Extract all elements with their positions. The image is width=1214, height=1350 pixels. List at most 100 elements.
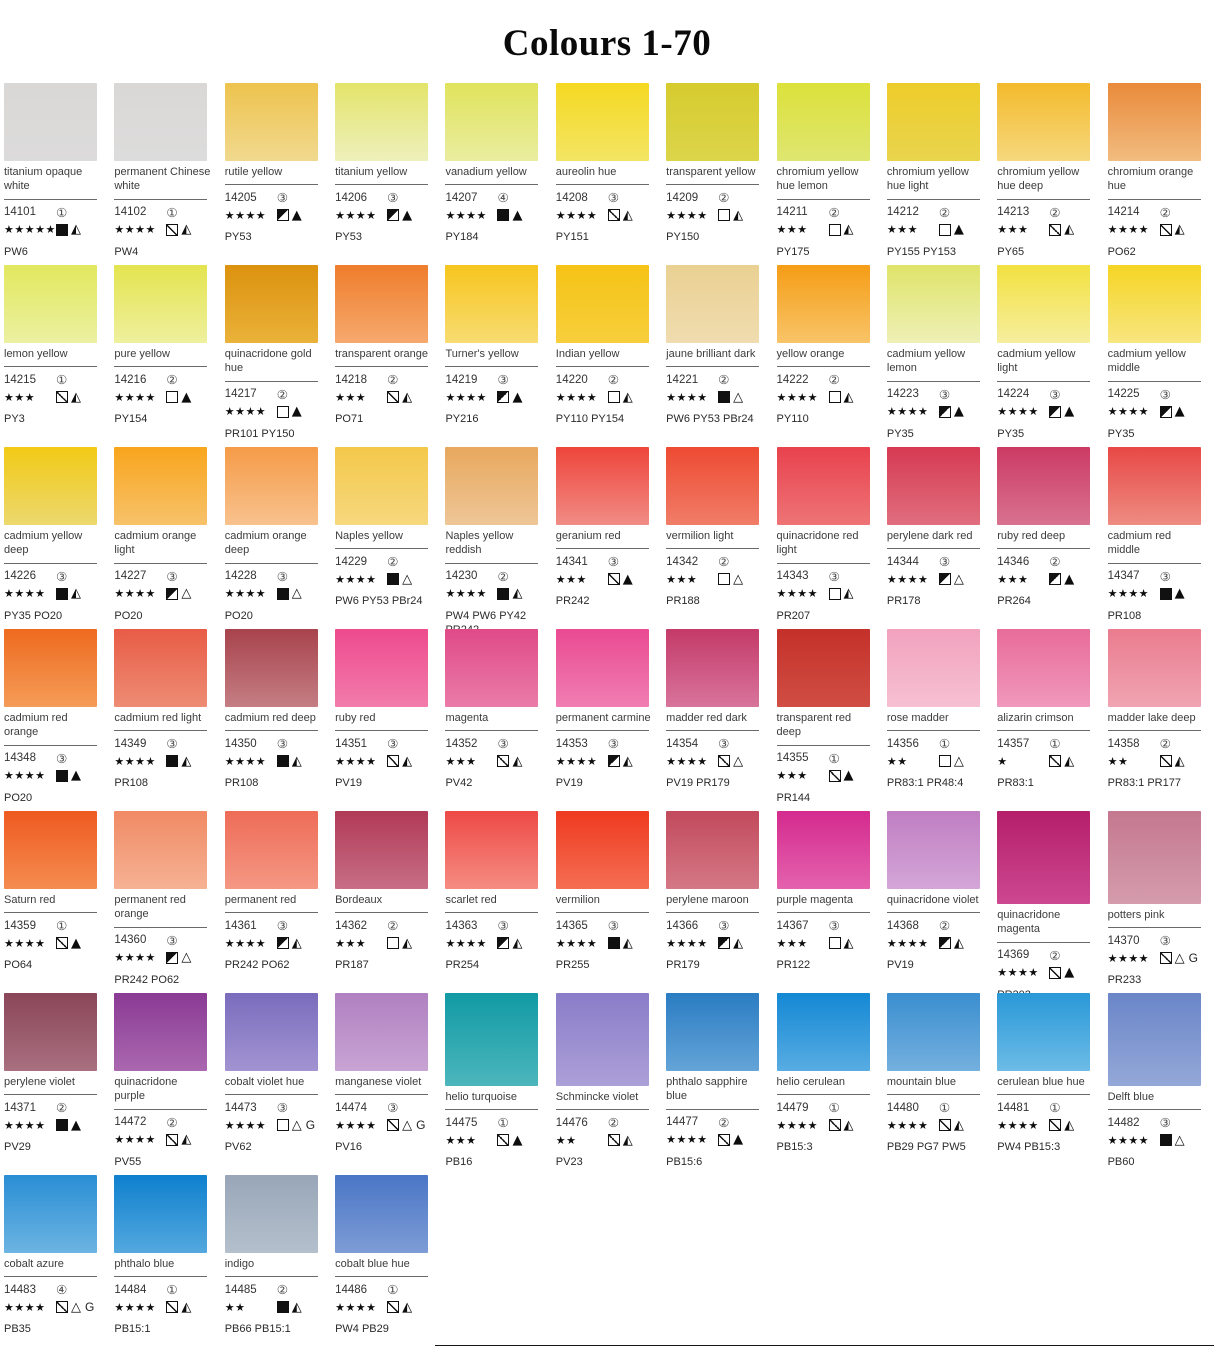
colour-cell[interactable]: cadmium yellow lemon 14223 ③ ★★★★ ▲ PY35 bbox=[883, 265, 993, 447]
colour-cell[interactable]: chromium yellow hue light 14212 ② ★★★ ▲ PY155… bbox=[883, 83, 993, 265]
price-group-badge: ② bbox=[718, 190, 730, 206]
opacity-square-icon bbox=[387, 391, 400, 404]
colour-cell[interactable]: cadmium orange light 14227 ③ ★★★★ △ PO20 bbox=[110, 447, 220, 629]
staining-triangle-icon: ▲ bbox=[512, 207, 523, 223]
colour-cell[interactable]: phthalo sapphire blue 14477 ② ★★★★ ▲ PB15:6 bbox=[662, 993, 772, 1175]
colour-cell[interactable]: chromium orange hue 14214 ② ★★★★ ◭ PO62 bbox=[1104, 83, 1214, 265]
colour-cell[interactable]: vermilion light 14342 ② ★★★ △ PR188 bbox=[662, 447, 772, 629]
colour-cell[interactable]: vermilion 14365 ③ ★★★★ ◭ PR255 bbox=[552, 811, 662, 993]
colour-cell[interactable]: pure yellow 14216 ② ★★★★ ▲ PY154 bbox=[110, 265, 220, 447]
colour-cell[interactable]: transparent yellow 14209 ② ★★★★ ◭ PY150 bbox=[662, 83, 772, 265]
colour-name: cobalt violet hue bbox=[224, 1076, 305, 1088]
colour-cell[interactable]: permanent carmine 14353 ③ ★★★★ ◭ PV19 bbox=[552, 629, 662, 811]
colour-cell[interactable]: cobalt azure 14483 ④ ★★★★ △ G PB35 bbox=[0, 1175, 110, 1339]
divider-rule bbox=[776, 562, 870, 564]
colour-cell[interactable]: mountain blue 14480 ① ★★★★ ◭ PB29 PG7 PW5 bbox=[883, 993, 993, 1175]
colour-meta: 14474 ③ bbox=[335, 1100, 431, 1115]
price-group-badge: ③ bbox=[607, 736, 620, 752]
pigment-codes: PR233 bbox=[1107, 974, 1142, 987]
colour-cell[interactable]: cerulean blue hue 14481 ① ★★★★ ◭ PW4 PB15:3 bbox=[993, 993, 1103, 1175]
price-group-badge: ② bbox=[1049, 204, 1061, 220]
colour-cell[interactable]: chromium yellow hue lemon 14211 ② ★★★ ◭ PY175 bbox=[773, 83, 883, 265]
property-symbols: ▲ bbox=[718, 1133, 743, 1146]
colour-cell[interactable]: rose madder 14356 ① ★★ △ PR83:1 PR48:4 bbox=[883, 629, 993, 811]
colour-cell[interactable]: quinacridone red light 14343 ③ ★★★★ ◭ PR207 bbox=[773, 447, 883, 629]
colour-cell[interactable]: transparent orange 14218 ② ★★★ ◭ PO71 bbox=[331, 265, 441, 447]
colour-cell[interactable]: lemon yellow 14215 ① ★★★ ◭ PY3 bbox=[0, 265, 110, 447]
colour-cell[interactable]: magenta 14352 ③ ★★★ ◭ PV42 bbox=[441, 629, 551, 811]
pigment-codes: PO62 bbox=[1107, 245, 1136, 258]
colour-cell[interactable]: madder lake deep 14358 ② ★★ ◭ PR83:1 PR177 bbox=[1104, 629, 1214, 811]
colour-cell[interactable]: Naples yellow reddish 14230 ② ★★★★ ◭ PW4 PW6 … bbox=[441, 447, 551, 636]
colour-cell[interactable]: cadmium red deep 14350 ③ ★★★★ ◭ PR108 bbox=[221, 629, 331, 811]
colour-cell[interactable]: phthalo blue 14484 ① ★★★★ ◭ PB15:1 bbox=[110, 1175, 220, 1339]
colour-swatch bbox=[666, 629, 760, 707]
colour-cell[interactable]: helio cerulean 14479 ① ★★★★ ◭ PB15:3 bbox=[773, 993, 883, 1175]
colour-cell[interactable]: Naples yellow 14229 ② ★★★★ △ PW6 PY53 PBr24 bbox=[331, 447, 441, 629]
colour-cell[interactable]: cadmium yellow light 14224 ③ ★★★★ ▲ PY35 bbox=[993, 265, 1103, 447]
divider-rule bbox=[666, 1108, 760, 1110]
colour-cell[interactable]: yellow orange 14222 ② ★★★★ ◭ PY110 bbox=[773, 265, 883, 447]
colour-cell[interactable]: scarlet red 14363 ③ ★★★★ ◭ PR254 bbox=[441, 811, 551, 993]
colour-cell[interactable]: jaune brilliant dark 14221 ② ★★★★ △ PW6 PY53 … bbox=[662, 265, 772, 447]
opacity-square-icon bbox=[276, 1119, 289, 1132]
price-group-badge: ③ bbox=[718, 736, 730, 752]
colour-cell[interactable]: cobalt blue hue 14486 ① ★★★★ ◭ PW4 PB29 bbox=[331, 1175, 441, 1339]
colour-swatch bbox=[555, 629, 649, 707]
colour-cell[interactable]: geranium red 14341 ③ ★★★ ▲ PR242 bbox=[552, 447, 662, 629]
colour-cell[interactable]: titanium opaque white 14101 ① ★★★★★ ◭ PW6 bbox=[0, 83, 110, 265]
staining-triangle-icon: ▲ bbox=[1174, 586, 1185, 602]
colour-cell[interactable]: titanium yellow 14206 ③ ★★★★ ▲ PY53 bbox=[331, 83, 441, 265]
colour-cell[interactable]: quinacridone purple 14472 ② ★★★★ ◭ PV55 bbox=[110, 993, 220, 1175]
colour-cell[interactable]: cadmium yellow deep 14226 ③ ★★★★ ◭ PY35 PO20 bbox=[0, 447, 110, 629]
colour-cell[interactable]: Saturn red 14359 ① ★★★★ ▲ PO64 bbox=[0, 811, 110, 993]
colour-cell[interactable]: Delft blue 14482 ③ ★★★★ △ PB60 bbox=[1104, 993, 1214, 1175]
colour-cell[interactable]: perylene maroon 14366 ③ ★★★★ ◭ PR179 bbox=[662, 811, 772, 993]
pigment-codes: PR255 bbox=[555, 959, 590, 972]
colour-cell[interactable]: chromium yellow hue deep 14213 ② ★★★ ◭ PY65 bbox=[993, 83, 1103, 265]
granulation-mark: G bbox=[85, 1300, 95, 1315]
colour-cell[interactable]: cadmium red middle 14347 ③ ★★★★ ▲ PR108 bbox=[1104, 447, 1214, 629]
colour-code: 14358 bbox=[1107, 737, 1140, 750]
colour-cell[interactable]: rutile yellow 14205 ③ ★★★★ ▲ PY53 bbox=[221, 83, 331, 265]
pigment-codes: PW4 bbox=[114, 245, 139, 258]
colour-cell[interactable]: helio turquoise 14475 ① ★★★ ▲ PB16 bbox=[441, 993, 551, 1175]
pigment-codes: PV19 bbox=[555, 777, 583, 790]
lightfastness-stars: ★★★★ bbox=[335, 1301, 377, 1314]
property-symbols: △ bbox=[718, 391, 743, 404]
colour-cell[interactable]: transparent red deep 14355 ① ★★★ ▲ PR144 bbox=[773, 629, 883, 811]
colour-cell[interactable]: indigo 14485 ② ★★ ◭ PB66 PB15:1 bbox=[221, 1175, 331, 1339]
colour-cell[interactable]: cadmium red light 14349 ③ ★★★★ ◭ PR108 bbox=[110, 629, 220, 811]
colour-cell[interactable]: ruby red 14351 ③ ★★★★ ◭ PV19 bbox=[331, 629, 441, 811]
colour-cell[interactable]: Indian yellow 14220 ② ★★★★ ◭ PY110 PY154 bbox=[552, 265, 662, 447]
colour-properties: ★★★★ ▲ bbox=[445, 390, 541, 404]
colour-cell[interactable]: aureolin hue 14208 ③ ★★★★ ◭ PY151 bbox=[552, 83, 662, 265]
divider-rule bbox=[224, 730, 318, 732]
colour-cell[interactable]: madder red dark 14354 ③ ★★★★ △ PV19 PR179 bbox=[662, 629, 772, 811]
colour-cell[interactable]: potters pink 14370 ③ ★★★★ △ G PR233 bbox=[1104, 811, 1214, 993]
colour-cell[interactable]: alizarin crimson 14357 ① ★ ◭ PR83:1 bbox=[993, 629, 1103, 811]
colour-cell[interactable]: manganese violet 14474 ③ ★★★★ △ G PV16 bbox=[331, 993, 441, 1175]
colour-cell[interactable]: perylene violet 14371 ② ★★★★ ▲ PV29 bbox=[0, 993, 110, 1175]
colour-cell[interactable]: cadmium red orange 14348 ③ ★★★★ ▲ PO20 bbox=[0, 629, 110, 811]
colour-cell[interactable]: cadmium orange deep 14228 ③ ★★★★ △ PO20 bbox=[221, 447, 331, 629]
colour-cell[interactable]: purple magenta 14367 ③ ★★★ ◭ PR122 bbox=[773, 811, 883, 993]
colour-cell[interactable]: permanent red 14361 ③ ★★★★ ◭ PR242 PO62 bbox=[221, 811, 331, 993]
colour-cell[interactable]: permanent red orange 14360 ③ ★★★★ △ PR242 PO6… bbox=[110, 811, 220, 993]
colour-cell[interactable]: ruby red deep 14346 ② ★★★ ▲ PR264 bbox=[993, 447, 1103, 629]
colour-cell[interactable]: permanent Chinese white 14102 ① ★★★★ ◭ PW4 bbox=[110, 83, 220, 265]
price-group-badge: ③ bbox=[56, 750, 68, 766]
property-symbols: ▲ bbox=[56, 769, 81, 782]
colour-name: quinacridone violet bbox=[886, 894, 979, 906]
colour-cell[interactable]: Bordeaux 14362 ② ★★★ ◭ PR187 bbox=[331, 811, 441, 993]
colour-cell[interactable]: perylene dark red 14344 ③ ★★★★ △ PR178 bbox=[883, 447, 993, 629]
colour-name: cadmium red orange bbox=[4, 712, 68, 739]
colour-cell[interactable]: quinacridone gold hue 14217 ② ★★★★ ▲ PR101 PY… bbox=[221, 265, 331, 447]
colour-cell[interactable]: cobalt violet hue 14473 ③ ★★★★ △ G PV62 bbox=[221, 993, 331, 1175]
colour-cell[interactable]: cadmium yellow middle 14225 ③ ★★★★ ▲ PY35 bbox=[1104, 265, 1214, 447]
colour-cell[interactable]: Turner's yellow 14219 ③ ★★★★ ▲ PY216 bbox=[441, 265, 551, 447]
colour-cell[interactable]: Schmincke violet 14476 ② ★★ ◭ PV23 bbox=[552, 993, 662, 1175]
colour-cell[interactable]: quinacridone violet 14368 ② ★★★★ ◭ PV19 bbox=[883, 811, 993, 993]
colour-cell[interactable]: vanadium yellow 14207 ④ ★★★★ ▲ PY184 bbox=[441, 83, 551, 265]
